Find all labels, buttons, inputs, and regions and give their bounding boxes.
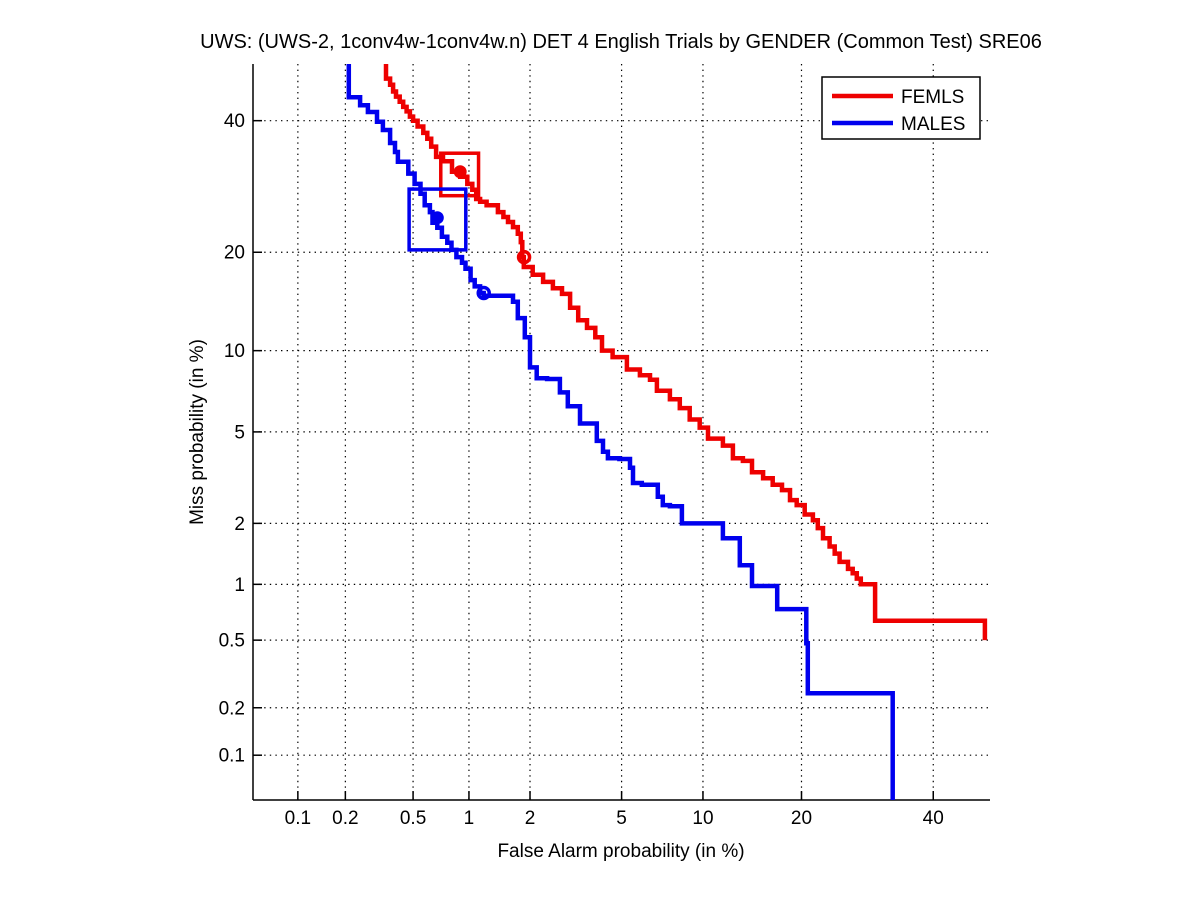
- min-dcf-point-femls: [453, 165, 467, 179]
- x-tick-label: 2: [525, 808, 536, 829]
- dcf-markers: [407, 151, 532, 301]
- tick-marks: [253, 119, 935, 800]
- y-axis-label: Miss probability (in %): [187, 339, 208, 525]
- min-dcf-box-femls: [439, 151, 481, 198]
- y-tick-label: 20: [224, 243, 245, 264]
- det-curves: [346, 64, 988, 800]
- gridlines: [253, 64, 990, 800]
- min-dcf-point-males: [430, 211, 444, 225]
- y-tick-label: 0.1: [219, 746, 245, 767]
- x-tick-label: 0.2: [332, 808, 358, 829]
- chart-title: UWS: (UWS-2, 1conv4w-1conv4w.n) DET 4 En…: [200, 31, 1042, 53]
- legend-label-femls: FEMLS: [901, 87, 964, 108]
- act-dcf-point-femls: [516, 249, 532, 265]
- legend: FEMLS MALES: [821, 76, 981, 140]
- x-tick-label: 20: [791, 808, 812, 829]
- y-tick-label: 5: [234, 422, 245, 443]
- det-curve-males: [346, 64, 895, 800]
- x-tick-label: 40: [923, 808, 944, 829]
- legend-box: [821, 76, 981, 140]
- legend-label-males: MALES: [901, 114, 965, 135]
- tick-labels: 0.1 0.2 0.5 1 2 5 10 20 40 40 20 10 5 2 1 0.5 0.2 0.1: [219, 111, 944, 829]
- y-tick-label: 0.2: [219, 698, 245, 719]
- y-tick-label: 40: [224, 111, 245, 132]
- act-dcf-point-males: [476, 285, 491, 301]
- min-dcf-box-males: [407, 187, 468, 252]
- x-tick-label: 0.5: [400, 808, 426, 829]
- y-tick-label: 10: [224, 341, 245, 362]
- x-tick-label: 10: [692, 808, 713, 829]
- x-tick-label: 0.1: [285, 808, 311, 829]
- axes: [252, 64, 990, 801]
- x-tick-label: 5: [616, 808, 627, 829]
- y-tick-label: 2: [234, 514, 245, 535]
- x-tick-label: 1: [464, 808, 475, 829]
- det-curve-femls: [383, 64, 988, 641]
- x-axis-label: False Alarm probability (in %): [497, 841, 744, 862]
- y-tick-label: 0.5: [219, 631, 245, 652]
- y-tick-label: 1: [234, 575, 245, 596]
